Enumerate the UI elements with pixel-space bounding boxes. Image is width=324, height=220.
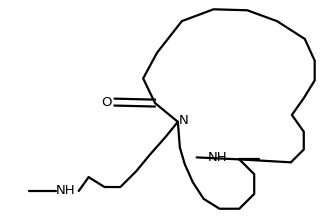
Text: O: O xyxy=(101,96,112,109)
Text: NH: NH xyxy=(56,184,75,198)
Text: N: N xyxy=(179,114,189,127)
Text: NH: NH xyxy=(208,151,227,164)
